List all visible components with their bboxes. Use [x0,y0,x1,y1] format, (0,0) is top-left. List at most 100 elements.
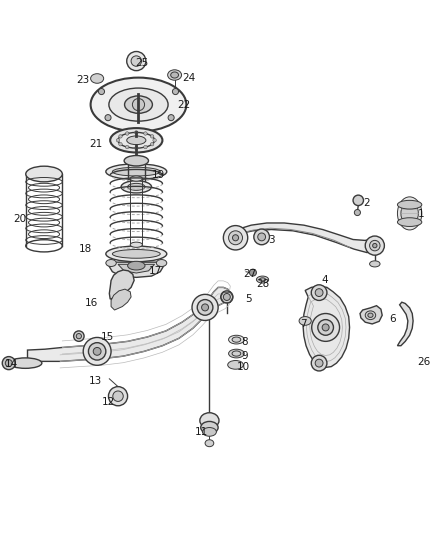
Ellipse shape [397,200,422,209]
Circle shape [311,356,327,371]
Circle shape [116,139,120,142]
Ellipse shape [127,180,145,187]
Circle shape [322,324,329,331]
Circle shape [125,146,129,149]
Text: 15: 15 [101,332,114,342]
Ellipse shape [228,360,244,369]
Ellipse shape [299,317,311,325]
Circle shape [5,360,12,367]
Text: 11: 11 [195,427,208,437]
Circle shape [134,131,138,134]
Ellipse shape [118,133,155,148]
Ellipse shape [202,427,216,436]
Circle shape [153,139,156,142]
Ellipse shape [124,156,148,166]
Circle shape [2,357,15,370]
Polygon shape [397,302,413,346]
Ellipse shape [205,440,214,447]
Ellipse shape [127,183,145,190]
Circle shape [88,343,106,360]
Ellipse shape [171,72,179,78]
Text: 8: 8 [241,337,247,347]
Text: 16: 16 [85,298,98,309]
Ellipse shape [113,249,160,258]
Text: 2: 2 [364,198,370,208]
Circle shape [93,348,101,356]
Ellipse shape [106,246,167,262]
Text: 26: 26 [417,357,430,367]
Circle shape [105,115,111,120]
Circle shape [168,115,174,120]
Text: 25: 25 [135,58,148,68]
Ellipse shape [106,164,167,180]
Ellipse shape [127,261,145,270]
Ellipse shape [168,70,182,80]
Ellipse shape [130,176,142,181]
Text: 23: 23 [77,75,90,85]
Ellipse shape [113,167,160,176]
Ellipse shape [259,278,265,281]
Circle shape [312,313,339,341]
Ellipse shape [201,422,218,434]
Polygon shape [303,286,350,367]
Text: 17: 17 [149,266,162,276]
Circle shape [201,304,208,311]
Ellipse shape [91,74,104,83]
Text: 1: 1 [418,209,425,219]
Text: 13: 13 [88,376,102,385]
Text: 6: 6 [389,314,396,324]
Ellipse shape [232,337,241,342]
Circle shape [258,233,265,241]
Ellipse shape [232,351,241,356]
Text: 14: 14 [4,359,18,369]
Circle shape [74,331,84,341]
Ellipse shape [156,260,167,266]
Circle shape [119,135,122,138]
Ellipse shape [397,197,422,230]
Circle shape [373,244,377,248]
Text: 10: 10 [237,361,250,372]
Circle shape [83,337,111,365]
Text: 18: 18 [79,244,92,254]
Text: 22: 22 [177,100,191,110]
Circle shape [315,289,323,296]
Text: 5: 5 [245,294,252,304]
Circle shape [254,229,269,245]
Ellipse shape [229,335,244,344]
Circle shape [144,132,147,135]
Circle shape [353,195,364,206]
Ellipse shape [130,242,142,247]
Text: 3: 3 [268,236,275,245]
Circle shape [173,88,179,94]
Circle shape [134,147,138,150]
Circle shape [132,99,145,111]
Circle shape [229,231,243,245]
Circle shape [223,225,248,250]
Circle shape [113,391,123,401]
Circle shape [370,240,380,251]
Circle shape [365,236,385,255]
Ellipse shape [91,78,186,132]
Ellipse shape [9,358,42,368]
Polygon shape [111,289,131,310]
Ellipse shape [109,88,168,121]
Text: 4: 4 [321,274,328,285]
Ellipse shape [397,218,422,227]
Text: 7: 7 [300,319,307,329]
Polygon shape [228,223,382,253]
Polygon shape [28,287,230,361]
Circle shape [223,294,230,301]
Circle shape [192,294,218,320]
Text: 19: 19 [152,170,165,180]
Ellipse shape [127,136,146,144]
Polygon shape [360,305,382,324]
Ellipse shape [401,201,418,225]
Ellipse shape [229,349,244,358]
Text: 12: 12 [101,397,115,407]
Text: 28: 28 [256,279,269,289]
Ellipse shape [368,313,373,318]
Circle shape [250,269,256,276]
Polygon shape [110,270,134,299]
Ellipse shape [370,261,380,267]
Ellipse shape [365,311,376,320]
